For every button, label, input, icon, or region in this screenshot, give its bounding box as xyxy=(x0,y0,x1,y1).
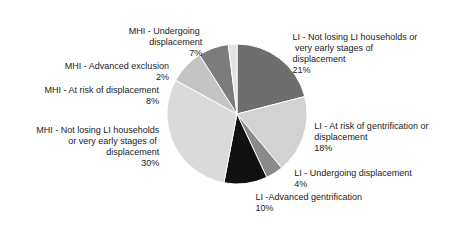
svg-text:MHI - Undergoing: MHI - Undergoing xyxy=(129,26,203,36)
svg-text:21%: 21% xyxy=(293,65,311,75)
svg-text:displacement: displacement xyxy=(149,37,203,47)
svg-text:4%: 4% xyxy=(294,179,307,189)
svg-text:LI -Advanced gentrification: LI -Advanced gentrification xyxy=(256,192,363,202)
svg-text:18%: 18% xyxy=(314,143,332,153)
svg-text:MHI - Not losing LI households: MHI - Not losing LI households xyxy=(36,125,160,135)
svg-text:10%: 10% xyxy=(256,203,274,213)
svg-text:2%: 2% xyxy=(156,72,169,82)
svg-text:LI - At risk of gentrification: LI - At risk of gentrification or xyxy=(314,121,431,131)
svg-text:LI - Not losing LI households: LI - Not losing LI households or xyxy=(293,32,418,42)
svg-text:MHI - Advanced exclusion: MHI - Advanced exclusion xyxy=(65,61,169,71)
svg-text:MHI - At risk of displacement: MHI - At risk of displacement xyxy=(44,85,159,95)
svg-text:very early stages of: very early stages of xyxy=(293,43,376,53)
svg-text:LI - Undergoing displacement: LI - Undergoing displacement xyxy=(294,168,412,178)
svg-text:displacement: displacement xyxy=(314,132,368,142)
svg-text:displacement: displacement xyxy=(293,54,347,64)
svg-text:8%: 8% xyxy=(146,96,159,106)
svg-text:30%: 30% xyxy=(141,158,159,168)
svg-text:or very early stages of: or very early stages of xyxy=(66,136,160,146)
svg-text:displacement: displacement xyxy=(106,147,160,157)
svg-text:7%: 7% xyxy=(189,48,202,58)
